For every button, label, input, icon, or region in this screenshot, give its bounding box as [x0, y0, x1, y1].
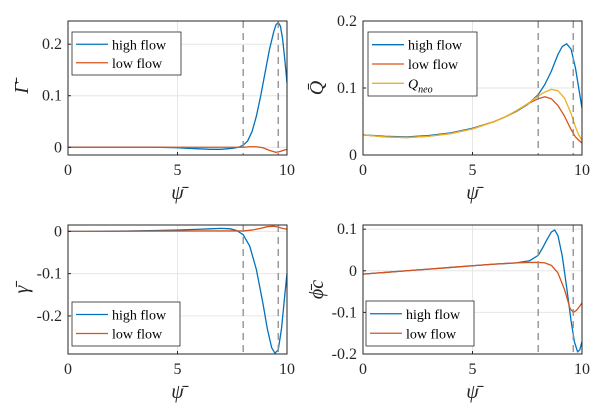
legend-label: low flow: [406, 327, 457, 342]
legend: high flow low flow: [365, 300, 475, 347]
legend-label: Qneo: [408, 77, 433, 95]
legend: high flow low flow Qneo: [367, 31, 478, 97]
legend-label: high flow: [112, 309, 167, 324]
legend: high flow low flow: [71, 301, 181, 347]
chart-panel-2: 0 5 10 0 0.1 0.2 ψ̄ Q̄ high flow low flow Qneo: [306, 13, 590, 204]
x-tick-label: 5: [174, 361, 182, 378]
series-line-q-neo: [362, 88, 583, 141]
y-tick-label: -0.1: [37, 266, 62, 283]
x-tick-label: 10: [279, 162, 295, 179]
y-tick-label: -0.1: [332, 304, 357, 321]
x-tick-label: 10: [574, 361, 590, 378]
x-axis-label: ψ̄: [466, 381, 483, 403]
x-tick-label: 0: [359, 162, 367, 179]
y-axis-label: Γ̄: [11, 77, 33, 94]
x-tick-label: 0: [359, 361, 367, 378]
y-tick-label: 0: [54, 139, 62, 156]
x-tick-label: 5: [469, 361, 477, 378]
x-tick-label: 5: [174, 162, 182, 179]
y-axis-label: Q̄: [306, 80, 328, 95]
y-tick-label: -0.2: [37, 308, 62, 325]
legend-box: [365, 300, 475, 347]
x-axis-label: ψ̄: [466, 182, 483, 204]
legend-label: low flow: [112, 57, 163, 72]
y-tick-label: 0: [54, 223, 62, 240]
legend: high flow low flow: [71, 31, 182, 76]
y-tick-label: 0.2: [42, 36, 62, 53]
x-tick-label: 5: [469, 162, 477, 179]
x-tick-label: 0: [64, 162, 72, 179]
legend-label: low flow: [112, 328, 163, 343]
legend-label: high flow: [408, 39, 463, 54]
x-tick-label: 10: [574, 162, 590, 179]
legend-box: [71, 31, 182, 76]
legend-label: high flow: [112, 38, 167, 53]
y-tick-label: 0.2: [337, 13, 357, 30]
x-tick-label: 0: [64, 361, 72, 378]
x-axis-label: ψ̄: [171, 182, 188, 204]
x-axis-label: ψ̄: [171, 381, 188, 403]
y-tick-label: 0: [349, 147, 357, 164]
x-tick-label: 10: [279, 361, 295, 378]
y-tick-label: 0.1: [337, 80, 357, 97]
y-tick-label: -0.2: [332, 346, 357, 363]
series-line-low-flow: [68, 146, 288, 154]
chart-panel-1: 0 5 10 0 0.1 0.2 ψ̄ Γ̄ high flow low flow: [11, 20, 295, 204]
y-tick-label: 0.1: [337, 221, 357, 238]
legend-label-main: Q: [408, 77, 418, 92]
legend-label-subscript: neo: [418, 84, 432, 95]
y-axis-label: ϕ̄c: [306, 280, 328, 299]
legend-label: high flow: [406, 308, 461, 323]
legend-box: [71, 301, 181, 347]
y-tick-label: 0.1: [42, 88, 62, 105]
y-tick-label: 0: [349, 263, 357, 280]
chart-panel-4: 0 5 10 0.1 0 -0.1 -0.2 ψ̄ ϕ̄c high flow low flow: [306, 221, 590, 403]
y-axis-label: γ̄: [11, 281, 33, 294]
chart-panel-3: 0 5 10 0 -0.1 -0.2 ψ̄ γ̄ high flow low flow: [11, 223, 295, 403]
legend-label: low flow: [408, 58, 459, 73]
